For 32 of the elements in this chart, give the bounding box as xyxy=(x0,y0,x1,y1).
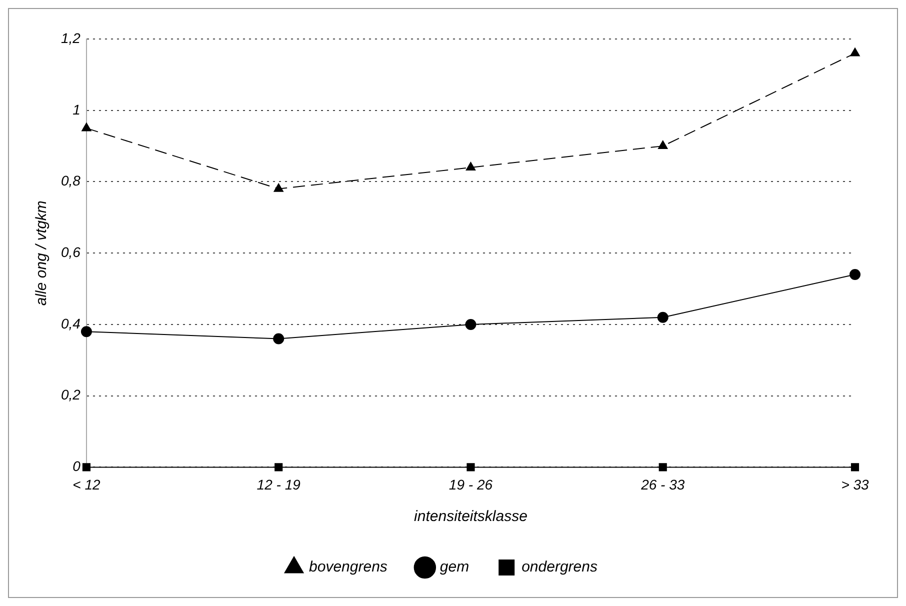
x-tick-label: < 12 xyxy=(72,476,100,492)
legend-label: ondergrens xyxy=(522,558,598,576)
x-tick-label: 12 - 19 xyxy=(256,476,301,492)
y-tick-label: 0,4 xyxy=(60,315,81,332)
point xyxy=(80,326,92,338)
point xyxy=(273,333,284,344)
point xyxy=(850,463,860,472)
x-tick-label: 19 - 26 xyxy=(448,476,493,492)
point xyxy=(850,48,860,56)
y-tick-label: 0,6 xyxy=(60,244,81,260)
point xyxy=(466,463,475,472)
point xyxy=(658,463,667,472)
x-tick-label: 26 - 33 xyxy=(640,476,685,492)
point xyxy=(658,140,668,150)
legend-label: bovengrens xyxy=(309,558,388,576)
point xyxy=(466,162,476,170)
x-axis-title: intensiteitsklasse xyxy=(414,508,528,526)
point xyxy=(274,183,284,192)
point xyxy=(657,312,668,323)
x-tick-label: > 33 xyxy=(841,476,870,492)
point xyxy=(82,122,92,132)
y-tick-label: 0,8 xyxy=(60,172,81,189)
point xyxy=(850,269,860,280)
point xyxy=(274,463,283,472)
legend-label: gem xyxy=(440,558,470,576)
point xyxy=(82,463,90,472)
y-tick-label: 1 xyxy=(72,101,80,118)
y-axis-title: alle ong / vtgkm xyxy=(33,200,50,306)
y-tick-label: 0 xyxy=(72,458,81,474)
y-tick-label: 1,2 xyxy=(60,30,81,46)
y-tick-label: 0,2 xyxy=(60,386,81,403)
point xyxy=(465,318,476,330)
